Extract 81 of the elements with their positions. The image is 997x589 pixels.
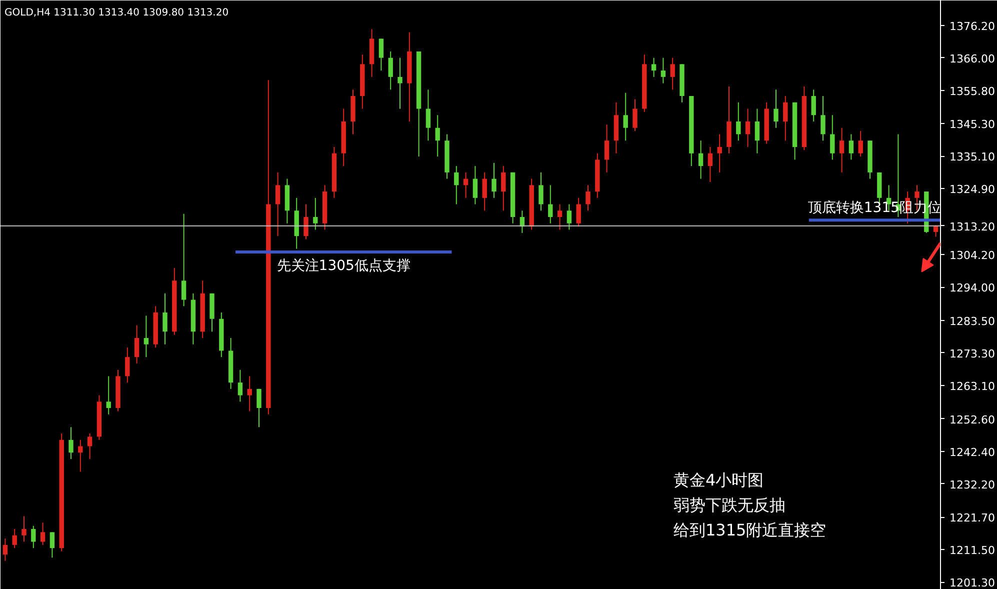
candlestick [12, 528, 17, 549]
text: GOLD,H4 1311.30 1313.40 1309.80 1313.20 [4, 8, 229, 18]
candlestick [162, 292, 168, 345]
candlestick [670, 57, 675, 90]
y-tick-label: 1252.60 [950, 413, 995, 426]
candlestick [651, 57, 656, 78]
y-tick-label: 1211.50 [950, 544, 995, 558]
candlestick [426, 89, 431, 142]
candlestick [632, 98, 638, 132]
candlestick [538, 172, 544, 212]
candlestick [134, 324, 140, 364]
candlestick [106, 376, 111, 415]
annotation: 给到1315附近直接空 [674, 520, 826, 540]
candlestick [247, 376, 252, 412]
candlestick [238, 369, 243, 402]
candlestick [754, 108, 760, 154]
candlestick [50, 532, 55, 558]
y-tick-label: 1324.90 [950, 183, 995, 196]
candlestick [501, 166, 506, 212]
candlestick [492, 162, 496, 198]
candlestick [736, 102, 741, 142]
candlestick [811, 89, 816, 122]
candlestick [304, 204, 308, 240]
y-tick-label: 1376.20 [950, 20, 995, 33]
candlestick [40, 522, 46, 546]
y-tick-label: 1221.70 [950, 512, 995, 525]
y-tick-label: 1335.10 [950, 150, 995, 164]
candlestick [388, 50, 393, 90]
annotation: 黄金4小时图 [674, 470, 764, 490]
candlestick [660, 57, 666, 84]
y-tick-label: 1201.30 [950, 576, 995, 589]
candlestick [604, 124, 610, 173]
candlestick [708, 146, 713, 182]
candlestick [698, 140, 704, 180]
candlestick [548, 184, 553, 224]
candlestick [745, 108, 750, 148]
candlestick [482, 172, 487, 212]
candlestick [858, 130, 863, 158]
y-tick-label: 1304.20 [950, 249, 995, 262]
candlestick [774, 89, 778, 128]
candlestick [566, 204, 572, 230]
candlestick [378, 38, 384, 72]
y-tick-label: 1232.20 [950, 478, 995, 492]
candlestick [125, 347, 130, 384]
candlestick [435, 114, 440, 158]
candlestick [717, 134, 722, 173]
annotation: 弱势下跌无反抽 [674, 496, 786, 514]
candlestick [2, 538, 8, 562]
candlestick [31, 525, 36, 549]
candlestick [557, 204, 562, 230]
candlestick [275, 172, 280, 237]
candlestick [22, 516, 26, 542]
y-tick-label: 1242.40 [950, 446, 995, 459]
candlestick [78, 439, 83, 472]
candlestick [783, 96, 788, 142]
y-tick-label: 1355.80 [950, 84, 995, 98]
candlestick [472, 166, 478, 205]
candlestick [463, 172, 468, 198]
ref-line-label: 1313.20 [950, 220, 995, 234]
y-tick-label: 1345.30 [950, 118, 995, 132]
y-tick-label: 1366.00 [950, 52, 995, 66]
candlestick [454, 166, 459, 205]
candlestick [586, 184, 590, 212]
candlestick [256, 388, 262, 428]
candlestick [830, 114, 835, 160]
ref-line-label: 先关注1305低点支撑 [276, 258, 410, 274]
candlestick [623, 92, 628, 142]
candlestick [68, 426, 74, 460]
candlestick [848, 134, 854, 160]
candlestick [144, 315, 149, 358]
candlestick [181, 213, 186, 307]
y-tick-label: 1283.50 [950, 314, 995, 328]
candlestick [87, 432, 92, 460]
candlestick [398, 57, 402, 110]
candlestick [313, 197, 318, 230]
y-tick-label: 1273.30 [950, 347, 995, 360]
y-tick-label: 1294.00 [950, 282, 995, 295]
candlestick [839, 127, 844, 173]
y-tick-label: 1263.10 [950, 380, 995, 393]
candlestick [820, 96, 826, 142]
candlestick [576, 197, 581, 228]
